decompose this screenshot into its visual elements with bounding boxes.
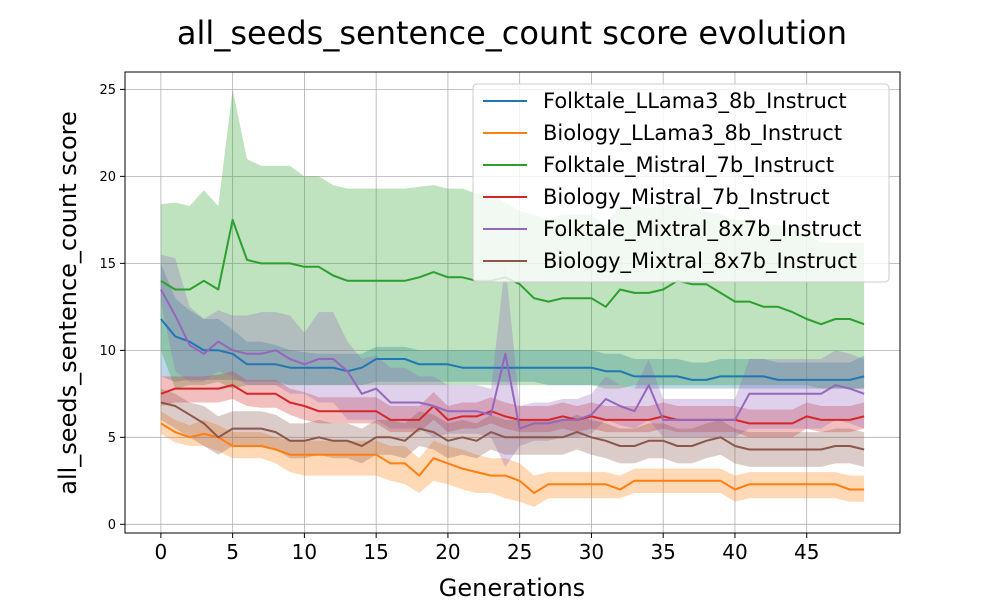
legend-label: Biology_Mixtral_8x7b_Instruct: [543, 249, 857, 274]
legend-item: Folktale_Mixtral_8x7b_Instruct: [483, 217, 861, 242]
legend: Folktale_LLama3_8b_Instruct Biology_LLama…: [472, 83, 890, 283]
chart-title: all_seeds_sentence_count score evolution: [177, 14, 847, 52]
x-tick-label: 45: [794, 540, 819, 564]
legend-item: Folktale_LLama3_8b_Instruct: [483, 89, 847, 114]
y-axis-ticks: 0 5 10 15 20 25: [99, 83, 125, 533]
x-tick-label: 25: [507, 540, 532, 564]
series-line-3: [160, 384, 865, 425]
x-tick-label: 30: [579, 540, 604, 564]
confidence-band-4: [160, 254, 865, 467]
legend-item: Folktale_Mistral_7b_Instruct: [483, 153, 834, 178]
series-line-0: [160, 318, 865, 381]
legend-item: Biology_Mistral_7b_Instruct: [483, 185, 830, 210]
legend-box: [472, 83, 890, 283]
y-tick-label: 10: [99, 344, 116, 359]
legend-items: Folktale_LLama3_8b_Instruct Biology_LLama…: [483, 89, 861, 274]
legend-label: Biology_LLama3_8b_Instruct: [543, 121, 842, 146]
x-tick-label: 40: [722, 540, 747, 564]
legend-label: Biology_Mistral_7b_Instruct: [543, 185, 830, 210]
y-tick-label: 5: [108, 431, 116, 446]
legend-label: Folktale_Mistral_7b_Instruct: [543, 153, 834, 178]
legend-item: Biology_Mixtral_8x7b_Instruct: [483, 249, 857, 274]
series-line-5: [160, 401, 865, 451]
y-tick-label: 0: [108, 518, 116, 533]
x-axis-label: Generations: [439, 574, 585, 600]
x-tick-label: 10: [292, 540, 317, 564]
y-axis-label: all_seeds_sentence_count score: [54, 111, 82, 494]
x-tick-label: 5: [226, 540, 239, 564]
x-tick-label: 20: [435, 540, 460, 564]
confidence-band-0: [160, 263, 865, 389]
legend-label: Folktale_LLama3_8b_Instruct: [543, 89, 847, 114]
x-axis-ticks: 0 5 10 15 20 25 30 35 40 45: [155, 533, 819, 564]
y-tick-label: 20: [99, 170, 116, 185]
y-tick-label: 15: [99, 257, 116, 272]
x-tick-label: 35: [650, 540, 675, 564]
series-line-4: [160, 289, 865, 430]
confidence-band-5: [160, 388, 865, 467]
legend-label: Folktale_Mixtral_8x7b_Instruct: [543, 217, 861, 242]
x-tick-label: 15: [363, 540, 388, 564]
plot-frame: [124, 71, 901, 534]
confidence-band-1: [160, 411, 865, 507]
x-tick-label: 0: [155, 540, 168, 564]
y-tick-label: 25: [99, 83, 116, 98]
series-line-1: [160, 422, 865, 494]
legend-item: Biology_LLama3_8b_Instruct: [483, 121, 842, 146]
